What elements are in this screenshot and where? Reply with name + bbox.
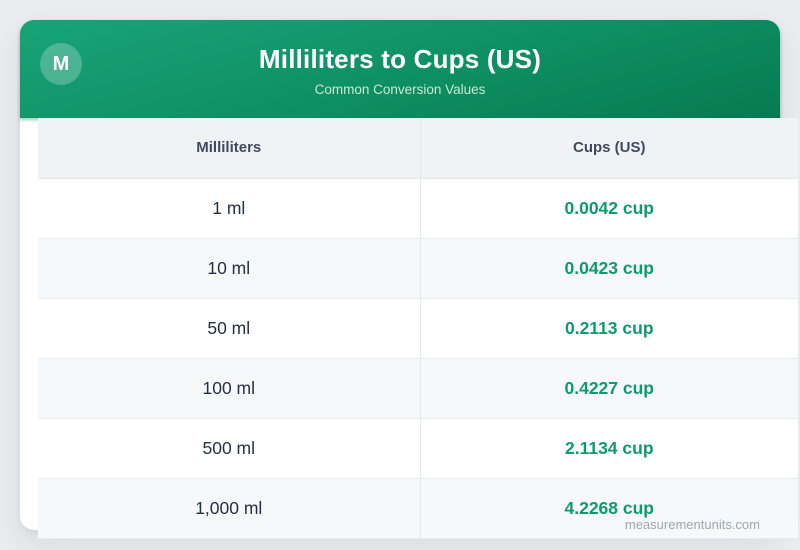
watermark: measurementunits.com — [624, 517, 760, 532]
table-row: 100 ml 0.4227 cup — [38, 358, 798, 419]
milliliters-value: 10 ml — [38, 238, 420, 299]
brand-logo-letter: M — [52, 52, 70, 75]
table-row: 1,000 ml 4.2268 cup — [38, 478, 798, 539]
milliliters-value: 1,000 ml — [38, 478, 420, 539]
table-header-row: Milliliters Cups (US) — [38, 118, 798, 179]
conversion-table: Milliliters Cups (US) 1 ml 0.0042 cup 10 m… — [38, 118, 798, 539]
cups-value: 0.0423 cup — [419, 238, 798, 299]
milliliters-value: 1 ml — [38, 178, 420, 239]
cups-value: 0.4227 cup — [419, 358, 798, 419]
milliliters-value: 50 ml — [38, 298, 420, 359]
table-row: 50 ml 0.2113 cup — [38, 298, 798, 359]
milliliters-value: 500 ml — [38, 418, 420, 479]
cups-value: 4.2268 cup — [419, 478, 798, 539]
table-row: 500 ml 2.1134 cup — [38, 418, 798, 479]
table-header: Milliliters Cups (US) — [38, 118, 798, 179]
column-header-cups-us: Cups (US) — [419, 118, 798, 179]
milliliters-value: 100 ml — [38, 358, 420, 419]
column-header-milliliters: Milliliters — [38, 118, 420, 179]
cups-value: 2.1134 cup — [419, 418, 798, 479]
brand-logo-badge: M — [40, 43, 82, 85]
card-header: M Milliliters to Cups (US) Common Conver… — [20, 20, 780, 118]
cups-value: 0.2113 cup — [419, 298, 798, 359]
table-row: 1 ml 0.0042 cup — [38, 178, 798, 239]
cups-value: 0.0042 cup — [419, 178, 798, 239]
table-row: 10 ml 0.0423 cup — [38, 238, 798, 299]
table-body: 1 ml 0.0042 cup 10 ml 0.0423 cup 50 ml 0.2113… — [38, 178, 798, 539]
page-title: Milliliters to Cups (US) — [258, 43, 542, 74]
page-subtitle: Common Conversion Values — [314, 81, 486, 97]
